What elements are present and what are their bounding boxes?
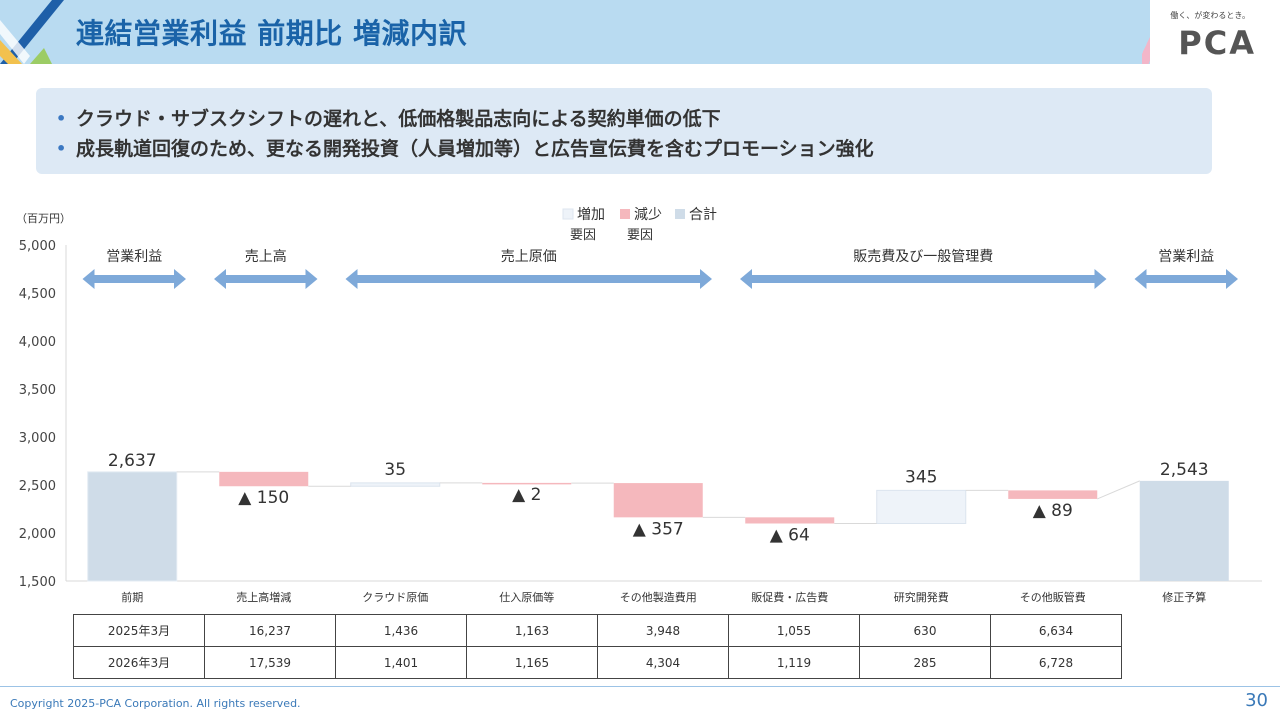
x-tick-label: 研究開発費 bbox=[894, 590, 949, 604]
table-row: 2025年3月 16,237 1,436 1,163 3,948 1,055 630 6,63… bbox=[73, 614, 1122, 647]
group-label: 売上原価 bbox=[501, 249, 557, 265]
row-header-cell: 2026年3月 bbox=[73, 646, 205, 679]
bar-decrease bbox=[482, 482, 572, 485]
row-header-cell: 2025年3月 bbox=[73, 614, 205, 647]
y-tick-label: 2,500 bbox=[19, 479, 56, 494]
group-arrow bbox=[345, 269, 712, 289]
bar-increase bbox=[350, 482, 441, 487]
footer-divider bbox=[0, 686, 1280, 687]
bullet-item: 成長軌道回復のため、更なる開発投資（人員増加等）と広告宣伝費を含むプロモーション… bbox=[56, 134, 1212, 164]
table-cell: 1,436 bbox=[335, 614, 467, 647]
connector-line bbox=[1097, 480, 1140, 500]
bar-total bbox=[87, 471, 178, 582]
legend-label: 減少 bbox=[634, 206, 662, 223]
table-cell: 3,948 bbox=[597, 614, 729, 647]
table-cell: 1,055 bbox=[728, 614, 860, 647]
group-arrow bbox=[82, 269, 186, 289]
data-table: 2025年3月 16,237 1,436 1,163 3,948 1,055 630 6,63… bbox=[73, 614, 1122, 679]
data-label: ▲ 2 bbox=[512, 485, 541, 505]
y-tick-label: 4,500 bbox=[19, 287, 56, 302]
group-arrow bbox=[214, 269, 318, 289]
bullet-item: クラウド・サブスクシフトの遅れと、低価格製品志向による契約単価の低下 bbox=[56, 104, 1212, 134]
y-tick-label: 3,000 bbox=[19, 431, 56, 446]
x-tick-label: 修正予算 bbox=[1162, 590, 1206, 604]
y-tick-label: 4,000 bbox=[19, 335, 56, 350]
legend-label: 合計 bbox=[689, 207, 717, 223]
logo-area: 働く、が変わるとき。 PCA bbox=[1150, 0, 1280, 64]
data-label: ▲ 357 bbox=[633, 519, 684, 539]
bar-decrease bbox=[745, 517, 835, 524]
group-arrow bbox=[740, 269, 1107, 289]
group-label: 販売費及び一般管理費 bbox=[853, 249, 993, 265]
y-tick-label: 5,000 bbox=[19, 239, 56, 254]
bar-total bbox=[1139, 480, 1229, 581]
legend-label-sub: 要因 bbox=[570, 228, 596, 243]
table-cell: 4,304 bbox=[597, 646, 729, 679]
bar-increase bbox=[876, 489, 967, 524]
bar-decrease bbox=[613, 483, 703, 518]
y-tick-label: 2,000 bbox=[19, 527, 56, 542]
summary-box: クラウド・サブスクシフトの遅れと、低価格製品志向による契約単価の低下 成長軌道回… bbox=[36, 88, 1212, 174]
data-label: 2,543 bbox=[1160, 460, 1209, 480]
legend-label: 増加 bbox=[577, 207, 605, 223]
table-cell: 1,165 bbox=[466, 646, 598, 679]
data-label: 35 bbox=[384, 460, 406, 480]
page-number: 30 bbox=[1245, 690, 1268, 711]
page-title: 連結営業利益 前期比 増減内訳 bbox=[76, 17, 467, 50]
x-tick-label: 売上高増減 bbox=[236, 590, 291, 604]
group-label: 営業利益 bbox=[1158, 249, 1214, 265]
copyright-text: Copyright 2025-PCA Corporation. All righ… bbox=[10, 697, 301, 710]
bar-decrease bbox=[1008, 490, 1098, 499]
x-tick-label: その他製造費用 bbox=[620, 590, 697, 604]
logo-tagline: 働く、が変わるとき。 bbox=[1170, 11, 1250, 20]
table-cell: 16,237 bbox=[204, 614, 336, 647]
data-label: ▲ 64 bbox=[770, 525, 810, 545]
y-tick-label: 1,500 bbox=[19, 575, 56, 590]
table-cell: 285 bbox=[859, 646, 991, 679]
data-label: 2,637 bbox=[108, 451, 157, 471]
table-cell: 6,728 bbox=[990, 646, 1122, 679]
data-label: ▲ 89 bbox=[1033, 501, 1073, 521]
pca-logo: PCA bbox=[1178, 24, 1256, 62]
bar-decrease bbox=[219, 471, 309, 487]
table-row: 2026年3月 17,539 1,401 1,165 4,304 1,119 285 6,72… bbox=[73, 646, 1122, 679]
table-cell: 1,119 bbox=[728, 646, 860, 679]
x-tick-label: 前期 bbox=[121, 590, 143, 604]
header-decoration bbox=[0, 0, 64, 64]
legend-label-sub: 要因 bbox=[627, 228, 653, 243]
y-unit-label: （百万円） bbox=[16, 212, 71, 225]
group-label: 営業利益 bbox=[106, 249, 162, 265]
data-label: 345 bbox=[905, 467, 937, 487]
x-tick-label: 販促費・広告費 bbox=[751, 590, 828, 604]
table-cell: 630 bbox=[859, 614, 991, 647]
header-bar: 連結営業利益 前期比 増減内訳 働く、が変わるとき。 PCA bbox=[0, 0, 1280, 64]
y-tick-label: 3,500 bbox=[19, 383, 56, 398]
group-label: 売上高 bbox=[245, 248, 287, 265]
waterfall-chart: （百万円） 1,500 2,000 2,500 3,000 3,500 4,000 4,500… bbox=[16, 206, 1262, 604]
x-tick-label: クラウド原価 bbox=[362, 591, 428, 604]
legend-swatch bbox=[675, 209, 685, 219]
group-arrow bbox=[1134, 269, 1238, 289]
legend-swatch bbox=[620, 209, 630, 219]
x-tick-label: 仕入原価等 bbox=[499, 590, 554, 604]
table-cell: 17,539 bbox=[204, 646, 336, 679]
legend-swatch bbox=[562, 208, 574, 220]
table-cell: 1,401 bbox=[335, 646, 467, 679]
table-cell: 6,634 bbox=[990, 614, 1122, 647]
table-cell: 1,163 bbox=[466, 614, 598, 647]
data-label: ▲ 150 bbox=[238, 488, 289, 508]
x-tick-label: その他販管費 bbox=[1020, 590, 1086, 604]
